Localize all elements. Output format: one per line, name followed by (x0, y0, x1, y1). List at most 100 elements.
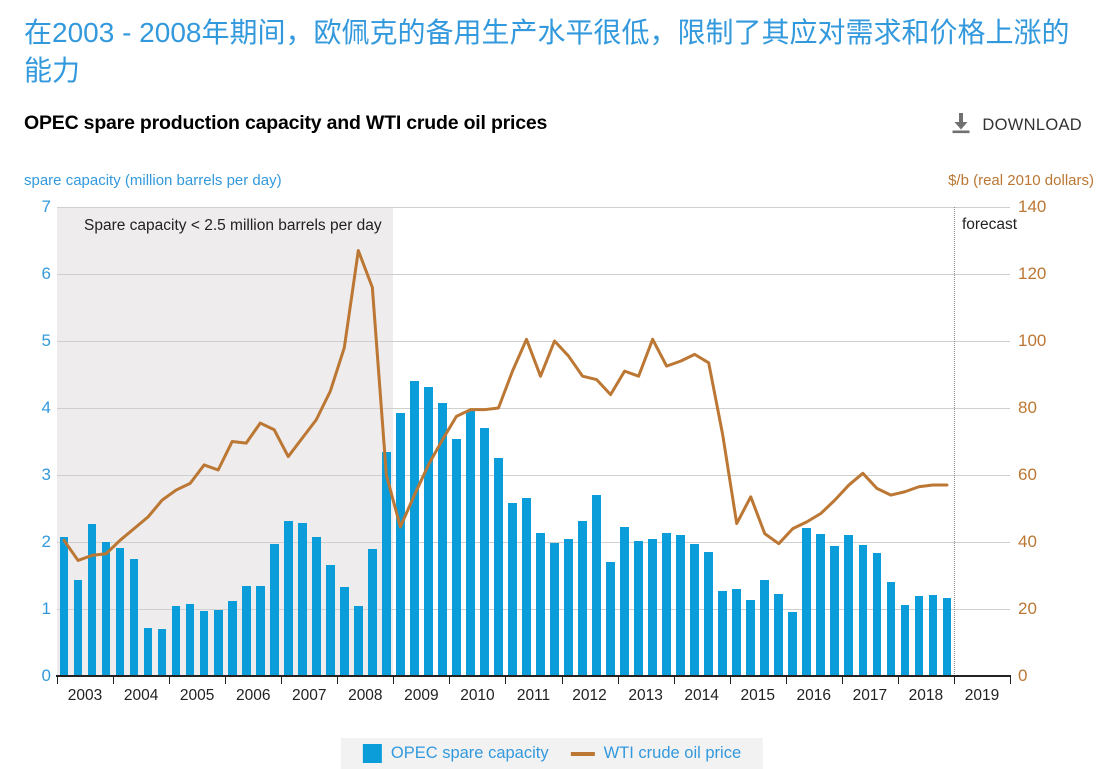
page-headline: 在2003 - 2008年期间，欧佩克的备用生产水平很低，限制了其应对需求和价格… (24, 17, 1070, 86)
bar (732, 588, 742, 676)
bar (143, 627, 153, 676)
bar (648, 539, 657, 676)
bar (185, 603, 195, 676)
x-axis-tick (57, 676, 58, 684)
y-axis-label-left: 1 (41, 599, 51, 618)
bar (746, 599, 756, 676)
bar (522, 498, 531, 676)
chart-legend: OPEC spare capacity WTI crude oil price (340, 738, 764, 769)
bar (830, 546, 840, 676)
x-axis-tick (449, 676, 451, 684)
bar (367, 548, 377, 676)
bar (704, 552, 714, 676)
y-axis-label-left: 0 (41, 666, 51, 685)
gridline (57, 542, 1010, 543)
bar (199, 611, 209, 676)
bar (718, 590, 728, 676)
bar (241, 585, 251, 676)
x-axis-label: 2011 (516, 687, 551, 704)
bar (676, 535, 685, 676)
x-axis-tick (281, 676, 283, 684)
x-axis-label: 2010 (460, 687, 495, 704)
download-icon (950, 112, 972, 139)
x-axis-tick (393, 676, 395, 684)
bar (858, 545, 868, 676)
legend-item-line[interactable]: WTI crude oil price (570, 744, 741, 763)
bar (564, 539, 573, 676)
bar (816, 533, 826, 676)
bar (297, 522, 307, 676)
bar (59, 537, 69, 676)
x-axis-label: 2005 (179, 687, 215, 704)
bar (382, 452, 391, 676)
x-axis-label: 2015 (740, 687, 775, 704)
x-axis-tick (1010, 676, 1011, 684)
bar (283, 521, 293, 676)
bar (844, 535, 854, 676)
bar (157, 629, 167, 676)
y-axis-label-left: 2 (41, 532, 51, 551)
bar (620, 527, 629, 676)
bar (550, 542, 559, 676)
bar (760, 580, 770, 676)
bar (872, 553, 882, 676)
price-line (62, 249, 949, 562)
legend-line-swatch-icon (570, 751, 595, 756)
x-axis-tick (617, 676, 619, 684)
bar (255, 586, 265, 676)
x-axis-label: 2008 (348, 687, 383, 704)
x-axis-label: 2014 (684, 687, 719, 704)
bar (353, 606, 363, 676)
x-axis-label: 2019 (964, 687, 1000, 704)
bar (690, 544, 699, 676)
y-axis-label-right: 120 (1018, 264, 1047, 283)
bar (886, 582, 896, 676)
bar (634, 540, 643, 676)
gridline (57, 408, 1010, 409)
x-axis-label: 2016 (796, 687, 832, 704)
bar (115, 548, 125, 676)
y-axis-label-right: 40 (1018, 532, 1037, 551)
bar (452, 438, 461, 676)
y-axis-label-right: 140 (1018, 197, 1047, 216)
shaded-band-label: Spare capacity < 2.5 million barrels per… (84, 217, 382, 234)
bar (101, 542, 111, 676)
bar (129, 559, 139, 676)
bar (73, 580, 83, 676)
bar-series (57, 207, 1010, 676)
bar (213, 609, 223, 676)
x-axis-tick (169, 676, 171, 684)
gridline (57, 274, 1010, 275)
x-axis-tick (113, 676, 115, 684)
bar (424, 387, 433, 676)
bar (466, 411, 475, 676)
x-axis-tick (729, 676, 731, 684)
bar (592, 495, 601, 676)
bar (606, 562, 615, 676)
y-axis-label-left: 6 (41, 264, 51, 283)
bar (508, 503, 517, 676)
bar (536, 533, 545, 676)
x-axis-tick (505, 676, 507, 684)
bar (914, 595, 924, 676)
x-axis-tick (785, 676, 787, 684)
plot-area: Spare capacity < 2.5 million barrels per… (56, 207, 1017, 677)
right-axis-caption: $/b (real 2010 dollars) (948, 172, 1094, 189)
legend-item-bar[interactable]: OPEC spare capacity (362, 744, 549, 763)
y-axis-label-right: 0 (1018, 666, 1028, 685)
line-series (62, 249, 949, 562)
y-axis-label-right: 20 (1018, 599, 1037, 618)
bar (438, 402, 447, 676)
x-axis-label: 2013 (628, 687, 663, 704)
bar (802, 527, 812, 676)
download-button[interactable]: DOWNLOAD (950, 112, 1082, 139)
bar (788, 612, 798, 676)
bar (339, 586, 349, 676)
gridline (57, 475, 1010, 476)
bar (928, 594, 938, 676)
bar (396, 413, 405, 676)
x-axis-label: 2006 (235, 687, 271, 704)
bar (662, 532, 671, 676)
x-axis-label: 2017 (852, 687, 888, 704)
x-axis-tick (673, 676, 675, 684)
